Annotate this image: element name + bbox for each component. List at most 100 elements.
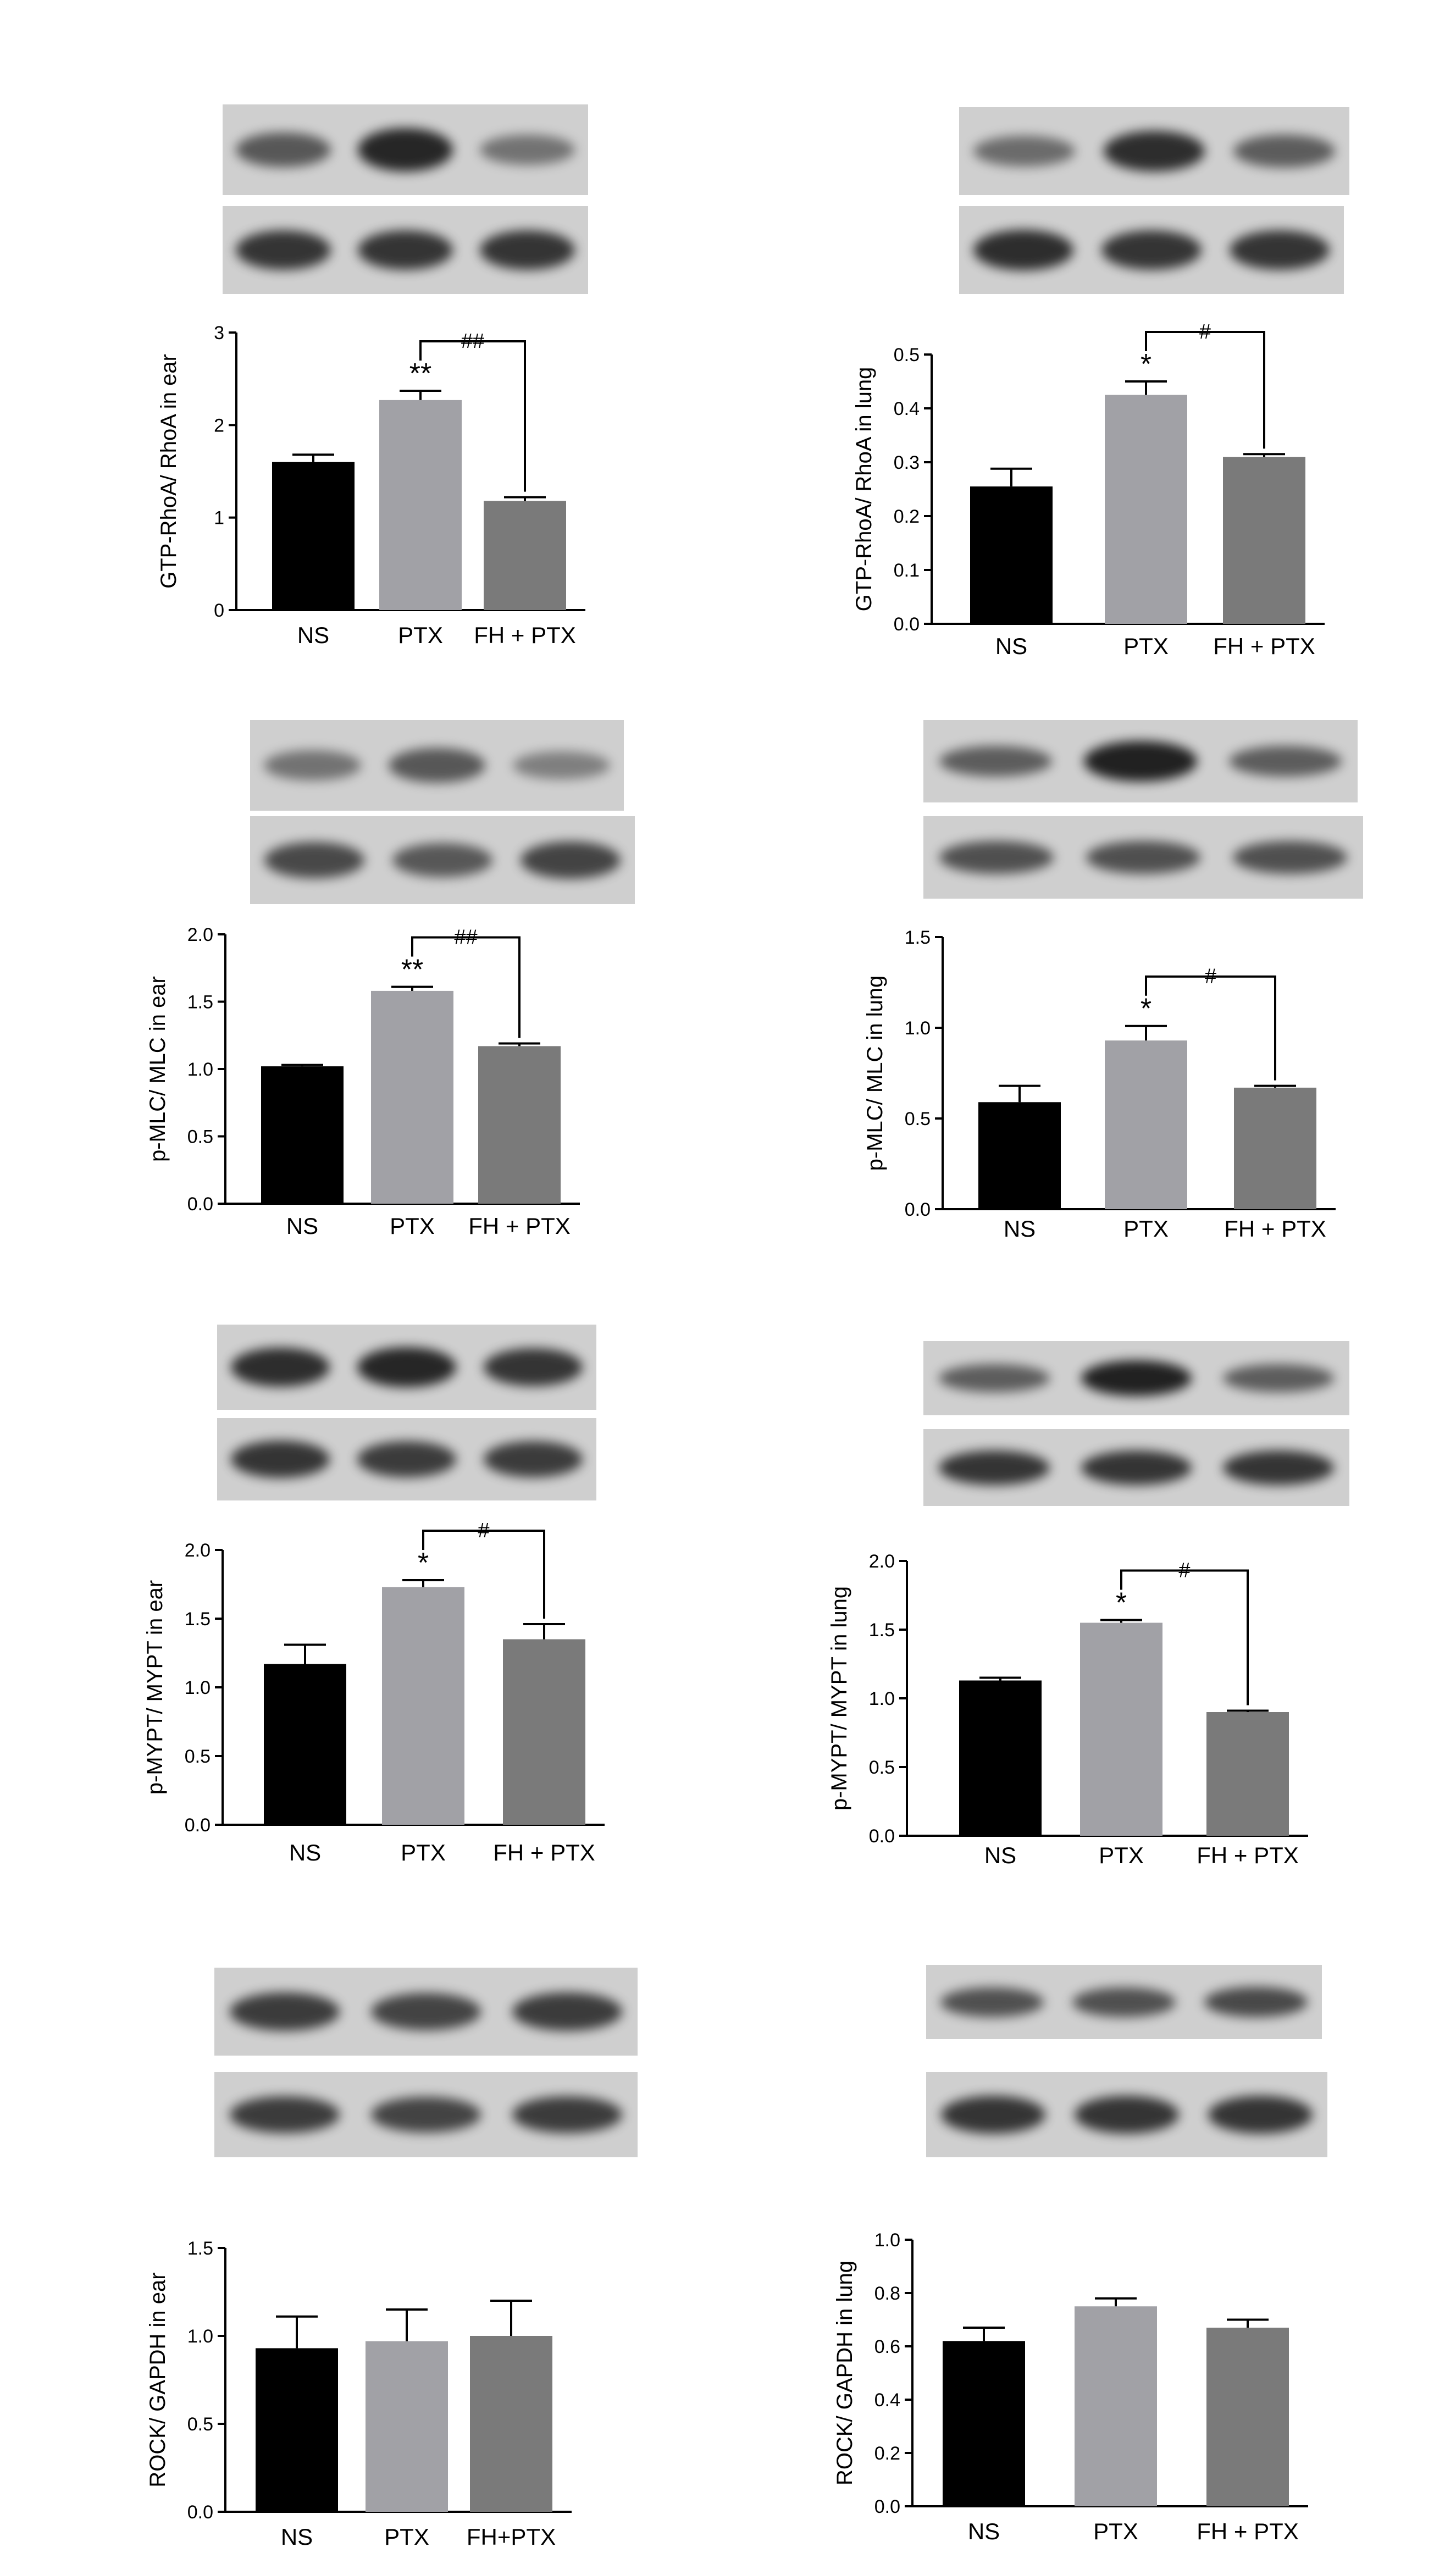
blot-band bbox=[479, 134, 575, 165]
blot-band bbox=[939, 1364, 1050, 1392]
x-tick-label: PTX bbox=[390, 1213, 435, 1239]
blot-band bbox=[358, 230, 453, 270]
bar bbox=[371, 990, 453, 1204]
y-tick-label: 0.1 bbox=[894, 560, 920, 581]
blot-band bbox=[230, 1992, 340, 2031]
bar-chart-f: 0.0 0.5 1.0 1.5 p-MLC/ MLC in lung NS PTX * FH +… bbox=[863, 927, 1336, 1242]
bar bbox=[382, 1587, 464, 1825]
western-blot-d-2 bbox=[214, 2072, 638, 2157]
x-tick-label: NS bbox=[297, 622, 329, 648]
western-blot-g-1 bbox=[923, 1341, 1349, 1415]
western-blot-c-1 bbox=[217, 1325, 596, 1410]
bar bbox=[970, 486, 1053, 624]
bar bbox=[959, 1680, 1042, 1836]
blot-band bbox=[1204, 1986, 1308, 2018]
x-tick-label: FH + PTX bbox=[493, 1840, 595, 1865]
significance-mark: * bbox=[1141, 993, 1151, 1025]
bracket-significance-mark: ## bbox=[461, 330, 484, 353]
bar bbox=[1105, 1040, 1187, 1209]
y-tick-label: 0.0 bbox=[185, 1815, 211, 1836]
comparison-bracket bbox=[411, 936, 521, 1038]
blot-band bbox=[512, 2096, 622, 2134]
x-tick-label: NS bbox=[281, 2524, 313, 2550]
x-tick-label: PTX bbox=[401, 1840, 446, 1865]
y-axis-label: p-MYPT/ MYPT in ear bbox=[143, 1580, 167, 1795]
y-axis-label: GTP-RhoA/ RhoA in ear bbox=[157, 354, 181, 589]
y-tick-label: 1.5 bbox=[869, 1620, 895, 1641]
blot-band bbox=[1081, 1360, 1192, 1397]
western-blot-f-1 bbox=[923, 720, 1358, 802]
blot-band bbox=[370, 2096, 481, 2133]
y-tick-label: 2.0 bbox=[187, 924, 213, 945]
bracket-significance-mark: # bbox=[478, 1519, 489, 1542]
bar-chart-e: 0.0 0.1 0.2 0.3 0.4 0.5 GTP-RhoA/ RhoA in lung… bbox=[852, 320, 1325, 659]
western-blot-h-2 bbox=[926, 2072, 1327, 2157]
bar bbox=[1105, 395, 1187, 624]
x-tick-label: FH + PTX bbox=[468, 1213, 571, 1239]
bar-chart-g: 0.0 0.5 1.0 1.5 2.0 p-MYPT/ MYPT in lung NS PTX… bbox=[827, 1551, 1308, 1868]
x-tick-label: FH+PTX bbox=[467, 2524, 556, 2550]
y-tick-label: 0.4 bbox=[894, 398, 920, 419]
x-tick-label: PTX bbox=[1099, 1842, 1144, 1868]
blot-band bbox=[1223, 1450, 1334, 1485]
y-tick-label: 0.0 bbox=[874, 2496, 900, 2517]
bar bbox=[978, 1102, 1061, 1209]
western-blot-e-2 bbox=[959, 206, 1344, 294]
y-tick-label: 0.5 bbox=[894, 345, 920, 365]
bar bbox=[484, 501, 566, 610]
western-blot-f-2 bbox=[923, 816, 1363, 899]
blot-band bbox=[1230, 230, 1330, 270]
y-tick-label: 1.0 bbox=[874, 2230, 900, 2251]
x-tick-label: NS bbox=[289, 1840, 321, 1865]
significance-mark: ** bbox=[409, 358, 431, 390]
bar bbox=[1223, 457, 1305, 624]
bar bbox=[272, 462, 355, 610]
x-tick-label: PTX bbox=[384, 2524, 429, 2550]
blot-band bbox=[1223, 1364, 1334, 1392]
blot-band bbox=[231, 1347, 330, 1387]
x-tick-label: FH + PTX bbox=[1197, 1842, 1299, 1868]
blot-band bbox=[264, 842, 364, 878]
y-tick-label: 1.5 bbox=[185, 1609, 211, 1630]
blot-band bbox=[1103, 131, 1205, 171]
x-tick-label: NS bbox=[968, 2518, 1000, 2544]
comparison-bracket bbox=[1145, 975, 1276, 1081]
blot-band bbox=[973, 136, 1075, 167]
y-tick-label: 0.2 bbox=[874, 2443, 900, 2464]
bar bbox=[1206, 2328, 1289, 2506]
blot-band bbox=[1086, 841, 1200, 874]
y-tick-label: 0.4 bbox=[874, 2390, 900, 2411]
bar bbox=[264, 1664, 346, 1825]
western-blot-e-1 bbox=[959, 107, 1349, 195]
blot-band bbox=[1101, 230, 1202, 270]
bar-chart-a: 0 1 2 3 GTP-RhoA/ RhoA in ear NS PTX ** FH + PTX… bbox=[157, 323, 585, 648]
y-tick-label: 1.5 bbox=[187, 2238, 213, 2259]
y-tick-label: 0.8 bbox=[874, 2283, 900, 2304]
blot-band bbox=[230, 2096, 340, 2134]
y-tick-label: 1.0 bbox=[187, 1059, 213, 1080]
blot-band bbox=[1072, 1987, 1176, 2017]
blot-band bbox=[973, 230, 1073, 270]
bar bbox=[261, 1066, 344, 1204]
y-tick-label: 0.5 bbox=[187, 1127, 213, 1148]
blot-band bbox=[388, 747, 486, 783]
blot-band bbox=[940, 1987, 1044, 2017]
bracket-significance-mark: # bbox=[1205, 965, 1216, 988]
blot-band bbox=[939, 745, 1053, 777]
x-tick-label: NS bbox=[984, 1842, 1016, 1868]
comparison-bracket bbox=[1120, 1569, 1249, 1705]
blot-band bbox=[358, 128, 453, 171]
x-tick-label: NS bbox=[995, 633, 1027, 659]
y-axis-label: GTP-RhoA/ RhoA in lung bbox=[852, 367, 876, 612]
blot-band bbox=[484, 1441, 583, 1477]
bar bbox=[478, 1046, 561, 1204]
y-tick-label: 2 bbox=[214, 415, 224, 436]
blot-band bbox=[1233, 135, 1335, 168]
y-axis-label: ROCK/ GAPDH in ear bbox=[146, 2272, 170, 2487]
significance-mark: ** bbox=[401, 954, 423, 986]
comparison-bracket bbox=[422, 1530, 545, 1619]
bracket-significance-mark: # bbox=[1178, 1559, 1190, 1582]
bar bbox=[470, 2336, 552, 2512]
significance-mark: * bbox=[418, 1547, 429, 1579]
blot-band bbox=[236, 230, 331, 270]
